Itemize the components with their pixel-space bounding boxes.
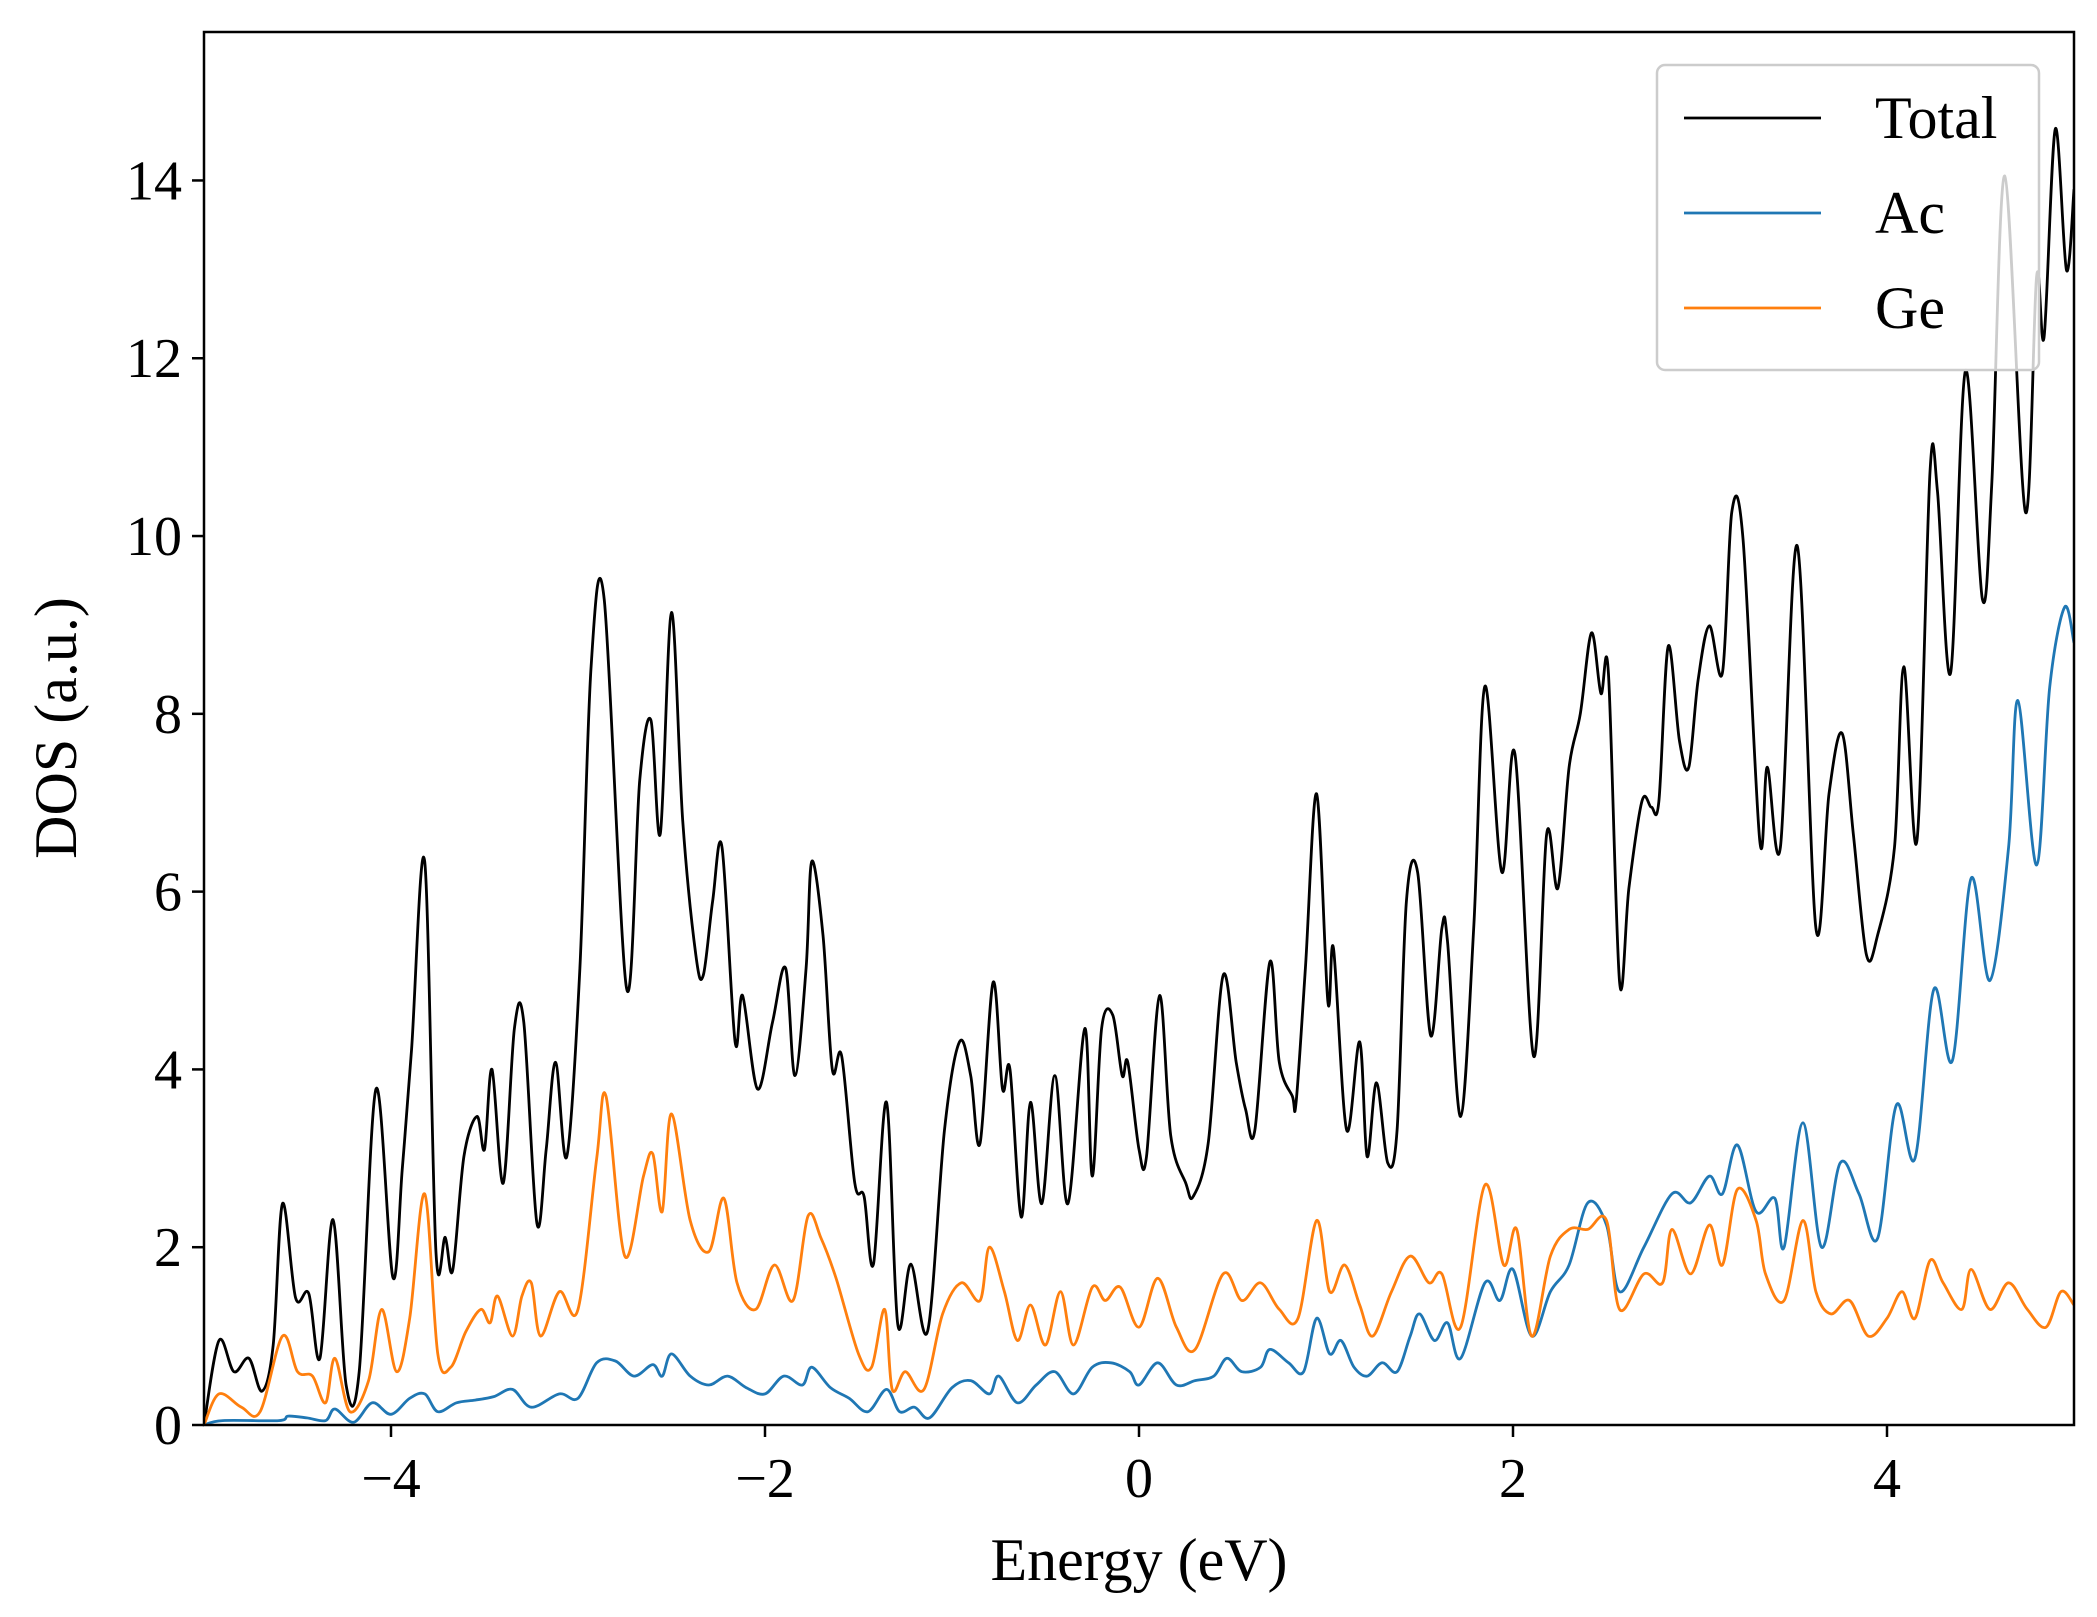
series-line-ge — [204, 1091, 2074, 1425]
legend: Total Ac Ge — [1655, 63, 2041, 372]
series-line-total — [204, 127, 2074, 1425]
tick-layer: −4 −2 0 2 4 0 2 4 6 8 10 12 14 — [126, 150, 1901, 1510]
y-axis-label: DOS (a.u.) — [23, 597, 89, 859]
x-tick-label: 4 — [1873, 1448, 1901, 1510]
x-tick-label: −4 — [361, 1448, 421, 1510]
x-axis-label: Energy (eV) — [990, 1527, 1287, 1593]
legend-label-ac: Ac — [1875, 180, 1945, 246]
legend-label-ge: Ge — [1875, 275, 1945, 341]
x-tick-label: 2 — [1499, 1448, 1527, 1510]
series-layer — [204, 127, 2074, 1425]
x-tick-label: 0 — [1125, 1448, 1153, 1510]
y-tick-label: 10 — [126, 506, 182, 568]
legend-box — [1655, 63, 2041, 372]
series-line-ac — [204, 604, 2074, 1425]
legend-label-total: Total — [1875, 85, 1997, 151]
y-tick-label: 8 — [154, 684, 182, 746]
x-tick-label: −2 — [735, 1448, 795, 1510]
y-tick-label: 12 — [126, 328, 182, 390]
y-tick-label: 6 — [154, 862, 182, 924]
y-tick-label: 4 — [154, 1039, 182, 1101]
y-tick-label: 14 — [126, 150, 182, 212]
y-tick-label: 2 — [154, 1217, 182, 1279]
y-tick-label: 0 — [154, 1395, 182, 1457]
